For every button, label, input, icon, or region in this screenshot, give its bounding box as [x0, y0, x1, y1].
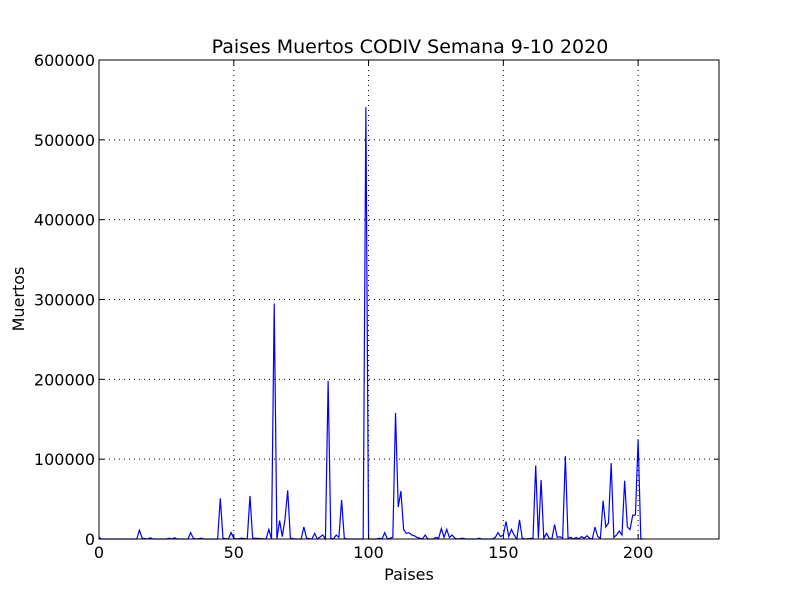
y-axis-label: Muertos [9, 267, 28, 332]
y-tick-label: 100000 [34, 450, 95, 469]
y-tick-label: 500000 [34, 131, 95, 150]
grid-lines [99, 60, 719, 539]
y-tick-label: 600000 [34, 51, 95, 70]
y-tick-label: 400000 [34, 211, 95, 230]
y-tick-label: 200000 [34, 370, 95, 389]
y-tick-label: 0 [85, 530, 95, 549]
series-layer [98, 107, 644, 541]
x-tick-label: 200 [623, 543, 654, 562]
x-tick-label: 100 [353, 543, 384, 562]
axis-ticks: 0 50 100 150 200 0 100000 200000 300000 400000 500… [34, 51, 719, 562]
x-tick-label: 50 [224, 543, 244, 562]
x-axis-label: Paises [384, 565, 434, 584]
x-tick-label: 0 [94, 543, 104, 562]
y-tick-label: 300000 [34, 291, 95, 310]
chart-title: Paises Muertos CODIV Semana 9-10 2020 [212, 36, 609, 58]
series-line [98, 107, 644, 541]
x-tick-label: 150 [488, 543, 519, 562]
